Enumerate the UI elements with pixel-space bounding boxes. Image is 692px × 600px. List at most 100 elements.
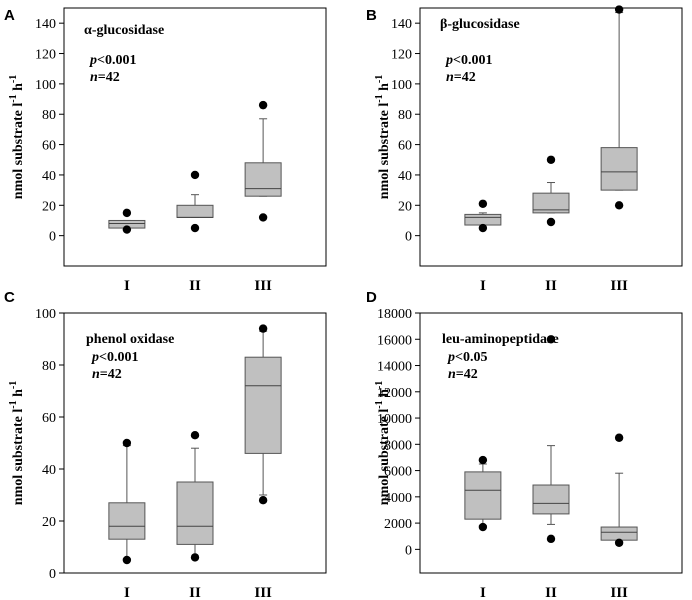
iqr-box — [176, 204, 214, 218]
y-tick-label: 80 — [398, 108, 412, 123]
outlier-point — [546, 534, 556, 544]
outlier-point — [190, 223, 200, 233]
box-ii — [532, 335, 570, 544]
outlier-point — [478, 455, 488, 465]
y-tick-label: 80 — [42, 108, 56, 123]
panel-a: A 0 20 40 60 80 100 120 140 nmol substrate l-1 h-… — [4, 7, 327, 294]
y-tick-label: 140 — [35, 17, 56, 32]
outlier-point — [614, 433, 624, 442]
box-iii — [244, 100, 282, 222]
x-category-label: II — [545, 585, 557, 600]
box-ii — [176, 170, 214, 233]
y-tick-label: 100 — [391, 78, 412, 93]
iqr-box — [600, 147, 638, 191]
y-tick-label: 0 — [49, 230, 56, 245]
p-value-label: p<0.001 — [91, 350, 138, 365]
n-value-label: n=42 — [92, 367, 122, 382]
x-category-label: III — [254, 278, 272, 294]
iqr-box — [244, 356, 282, 454]
n-value-label: n=42 — [448, 367, 478, 382]
p-value-label: p<0.05 — [447, 350, 487, 365]
panel-letter: D — [366, 289, 377, 306]
outlier-point — [190, 553, 200, 562]
y-tick-label: 60 — [42, 139, 56, 154]
x-category-label: III — [254, 585, 272, 600]
box-i — [464, 455, 502, 532]
plot-frame — [63, 312, 327, 574]
y-tick-label: 20 — [42, 199, 56, 214]
outlier-point — [614, 5, 624, 14]
y-tick-label: 0 — [49, 567, 56, 582]
outlier-point — [122, 438, 132, 448]
panel-title: α-glucosidase — [84, 23, 164, 38]
plot-frame — [63, 7, 327, 267]
y-tick-label: 12000 — [377, 386, 412, 401]
p-value-label: p<0.001 — [445, 53, 492, 68]
iqr-box — [532, 484, 570, 515]
outlier-point — [122, 225, 132, 234]
n-value-label: n=42 — [90, 70, 120, 85]
y-tick-label: 6000 — [384, 465, 412, 480]
panel-d: D 0 2000 4000 6000 8000 10000 12000 14000 16000 18… — [366, 289, 683, 600]
y-tick-label: 120 — [391, 48, 412, 63]
y-axis-label: nmol substrate l-1 h-1 — [8, 381, 26, 505]
outlier-point — [258, 213, 268, 222]
panel-letter: A — [4, 7, 15, 24]
y-tick-label: 0 — [405, 543, 412, 558]
y-tick-label: 18000 — [377, 307, 412, 322]
iqr-box — [532, 192, 570, 214]
y-tick-label: 4000 — [384, 491, 412, 506]
outlier-point — [546, 217, 556, 227]
box-iii — [600, 433, 638, 547]
iqr-box — [176, 481, 214, 545]
x-category-label: III — [610, 278, 628, 294]
box-ii — [176, 431, 214, 562]
y-axis-label: nmol substrate l-1 h-1 — [374, 381, 392, 505]
plot-frame — [419, 7, 683, 267]
outlier-point — [190, 431, 200, 440]
x-category-label: II — [545, 278, 557, 294]
y-tick-label: 40 — [398, 169, 412, 184]
outlier-point — [478, 223, 488, 233]
y-axis-label: nmol substrate l-1 h-1 — [374, 75, 392, 199]
n-value-label: n=42 — [446, 70, 476, 85]
outlier-point — [122, 208, 132, 218]
panel-title: β-glucosidase — [440, 17, 520, 32]
outlier-point — [258, 496, 268, 505]
iqr-box — [244, 162, 282, 197]
outlier-point — [478, 199, 488, 208]
y-tick-label: 40 — [42, 169, 56, 184]
y-tick-label: 10000 — [377, 412, 412, 427]
x-category-label: I — [124, 585, 130, 600]
x-category-label: II — [189, 585, 201, 600]
panel-title: phenol oxidase — [86, 332, 174, 347]
outlier-point — [122, 555, 132, 565]
panel-letter: B — [366, 7, 377, 24]
y-tick-label: 20 — [398, 199, 412, 214]
y-tick-label: 8000 — [384, 438, 412, 453]
y-tick-label: 60 — [42, 411, 56, 426]
y-tick-label: 100 — [35, 307, 56, 322]
y-tick-label: 120 — [35, 48, 56, 63]
panel-c: C 0 20 40 60 80 100 nmol substrate l-1 h-1 pheno… — [4, 289, 327, 600]
y-tick-label: 2000 — [384, 517, 412, 532]
y-tick-label: 16000 — [377, 333, 412, 348]
iqr-box — [464, 471, 502, 520]
x-category-label: III — [610, 585, 628, 600]
plot-frame — [419, 312, 683, 574]
y-tick-label: 100 — [35, 78, 56, 93]
iqr-box — [108, 502, 146, 540]
panel-b: B 0 20 40 60 80 100 120 140 nmol substrate l-1 h-… — [366, 5, 683, 294]
outlier-point — [258, 100, 268, 110]
y-tick-label: 14000 — [377, 360, 412, 375]
box-iii — [244, 324, 282, 505]
outlier-point — [546, 155, 556, 164]
iqr-box — [600, 526, 638, 541]
outlier-point — [546, 335, 556, 344]
outlier-point — [614, 538, 624, 547]
x-category-label: I — [480, 278, 486, 294]
x-category-label: II — [189, 278, 201, 294]
panel-title: leu-aminopeptidase — [442, 332, 559, 347]
y-tick-label: 140 — [391, 17, 412, 32]
